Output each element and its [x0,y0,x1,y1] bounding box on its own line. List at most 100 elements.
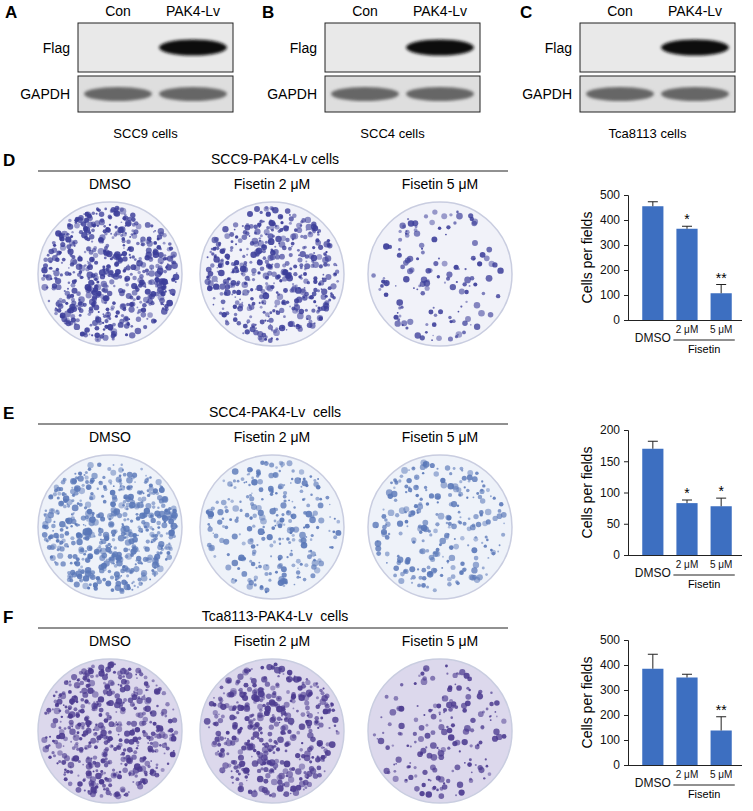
colony [235,300,240,305]
colony [97,462,102,467]
colony [46,286,49,289]
colony [277,293,280,296]
colony [131,589,133,591]
colony [290,233,296,239]
colony [262,249,266,253]
colony [138,550,140,552]
colony [259,220,262,223]
colony [48,300,51,303]
colony [91,222,96,227]
colony [221,299,226,304]
colony [74,324,80,330]
colony [119,482,122,485]
colony [478,310,485,317]
colony [294,228,298,232]
colony [336,520,340,524]
colony [261,300,266,305]
colony [97,225,99,227]
colony [311,309,315,313]
colony [114,262,119,267]
colony [110,575,114,579]
colony [283,491,287,495]
culture-plate [200,455,344,599]
lane-label: PAK4-Lv [668,3,722,19]
colony [113,485,115,487]
colony [84,236,88,240]
colony [109,279,114,284]
colony [67,308,72,313]
colony [139,274,144,279]
colony [477,261,482,266]
colony [138,582,142,586]
colony [171,528,175,532]
colony [147,241,153,247]
colony [121,525,125,529]
colony [486,247,492,253]
colony [257,331,263,337]
colony [132,581,134,583]
row-label: Flag [43,40,70,56]
colony [159,248,162,251]
colony [135,563,137,565]
colony [216,281,218,283]
colony [273,329,280,336]
colony [86,247,91,252]
culture-plate [38,455,182,599]
colony [274,246,276,248]
colony [472,240,478,246]
colony [300,235,303,238]
colony [288,519,292,523]
colony [123,500,127,504]
colony [299,325,302,328]
colony [155,271,162,278]
colony [222,525,225,528]
colony [260,518,267,525]
colony [225,289,227,291]
colony [70,536,74,540]
colony [291,514,297,520]
colony [89,249,91,251]
colony [276,310,278,312]
colony [256,253,260,257]
colony [84,333,88,337]
culture-plate [38,202,182,346]
colony [313,300,316,303]
colony [318,245,323,250]
colony [133,533,138,538]
colony [53,521,55,523]
colony [145,557,149,561]
colony [303,235,307,239]
colony [238,303,243,308]
colony [121,304,125,308]
colony [233,317,238,322]
colony [103,249,106,252]
colony [279,241,286,248]
colony [146,248,152,254]
colony [289,306,291,308]
colony [230,246,234,250]
colony [135,559,137,561]
colony [156,479,162,485]
colony [328,530,330,532]
colony [114,233,118,237]
colony [217,271,219,273]
colony [142,283,146,287]
colony [67,578,71,582]
colony [54,277,58,281]
colony [120,303,127,310]
colony [294,584,296,586]
colony [318,503,324,509]
colony [433,307,435,309]
colony [146,301,149,304]
colony [398,230,401,233]
colony [301,288,306,293]
colony [295,285,298,288]
colony [144,525,147,528]
colony [110,233,112,235]
colony [272,222,276,226]
colony [75,217,80,222]
colony [84,328,89,333]
culture-plate [368,202,512,346]
colony [274,263,280,269]
colony [245,276,250,281]
